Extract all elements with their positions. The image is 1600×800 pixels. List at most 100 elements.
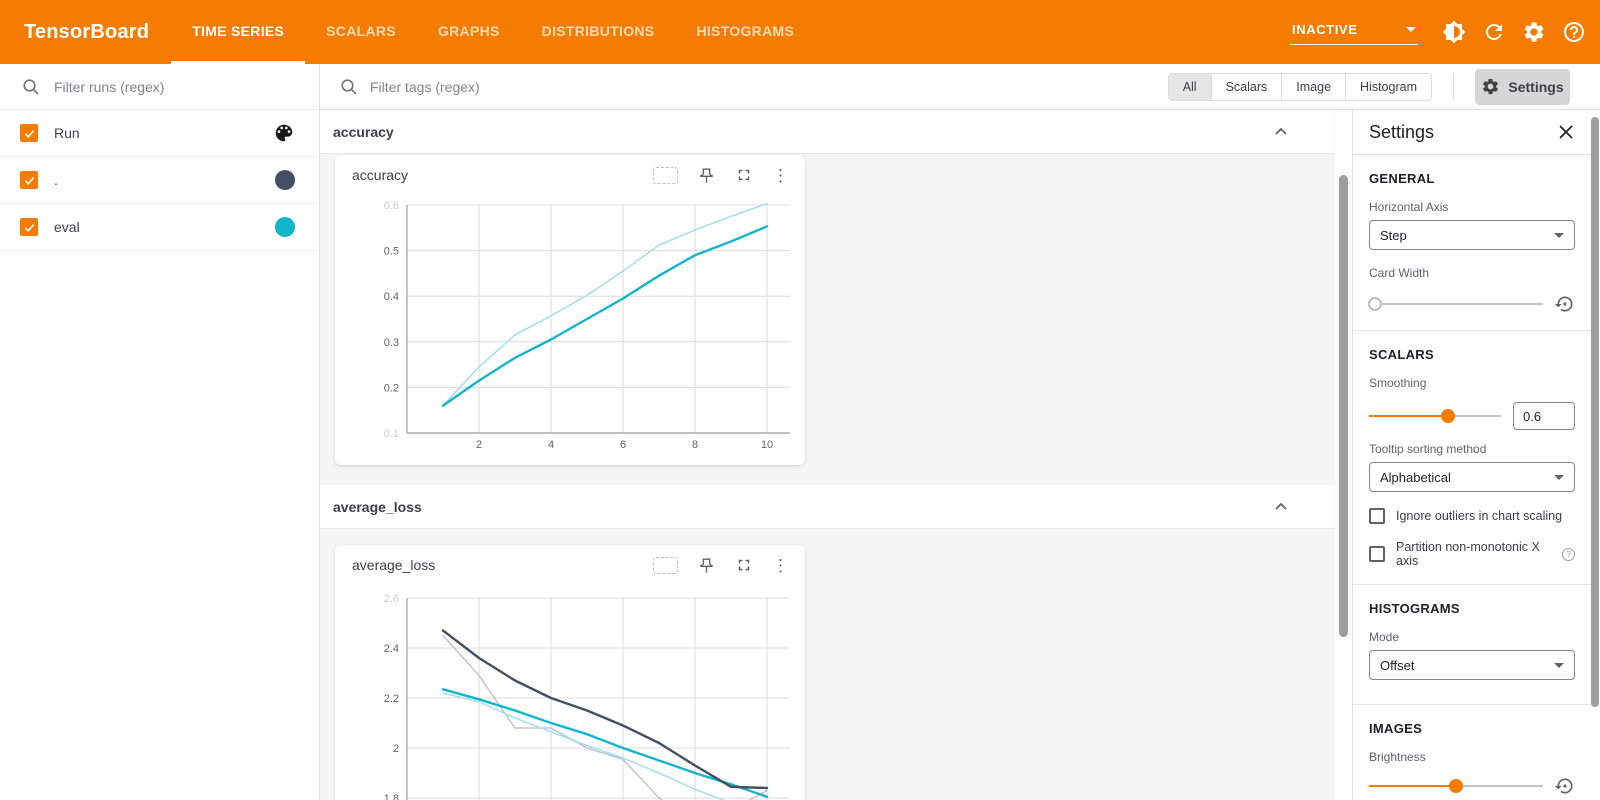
section-heading: SCALARS	[1369, 347, 1434, 362]
horizontal-axis-select[interactable]: Step	[1369, 220, 1575, 250]
brightness-toggle-button[interactable]	[1442, 20, 1466, 44]
run-label: eval	[54, 219, 80, 235]
smoothing-input[interactable]	[1513, 402, 1575, 430]
brightness-icon	[1442, 20, 1466, 44]
page-scrollbar[interactable]	[1591, 117, 1599, 707]
settings-button-label: Settings	[1508, 78, 1564, 95]
filter-tags-input[interactable]	[370, 78, 670, 95]
help-button[interactable]	[1562, 20, 1586, 44]
top-nav: TIME SERIES SCALARS GRAPHS DISTRIBUTIONS…	[171, 0, 815, 64]
tooltip-sort-label: Tooltip sorting method	[1369, 442, 1487, 456]
more-options-icon[interactable]: ⋮	[772, 165, 789, 185]
collapse-button[interactable]	[1273, 124, 1289, 140]
run-row-eval[interactable]: eval	[0, 204, 319, 251]
run-color-swatch[interactable]	[275, 217, 295, 237]
runs-sidebar: Run . eval	[0, 64, 320, 800]
status-dropdown[interactable]: INACTIVE	[1290, 20, 1418, 45]
app-settings-button[interactable]	[1522, 20, 1546, 44]
tab-graphs[interactable]: GRAPHS	[437, 22, 500, 39]
settings-section-images: IMAGES Brightness Contrast	[1353, 705, 1591, 800]
fullscreen-icon[interactable]	[735, 166, 753, 184]
collapse-button[interactable]	[1273, 499, 1289, 515]
help-icon[interactable]: ?	[1562, 547, 1575, 561]
svg-text:6: 6	[620, 439, 626, 451]
svg-text:0.6: 0.6	[384, 200, 399, 212]
partition-x-axis-checkbox[interactable]	[1369, 546, 1385, 562]
reset-icon[interactable]	[1555, 776, 1575, 796]
close-settings-button[interactable]	[1557, 123, 1575, 141]
smoothing-slider[interactable]	[1369, 409, 1501, 423]
filter-runs-input[interactable]	[54, 78, 274, 95]
chevron-up-icon	[1275, 502, 1287, 510]
palette-icon[interactable]	[273, 122, 295, 144]
average-loss-card: average_loss ⋮ 2.6 2.4 2.2 2 1.8	[335, 545, 805, 800]
settings-panel-header: Settings	[1353, 110, 1591, 155]
run-all-checkbox[interactable]	[20, 124, 38, 142]
filter-histogram-button[interactable]: Histogram	[1346, 73, 1431, 100]
ignore-outliers-checkbox[interactable]	[1369, 508, 1385, 524]
tooltip-sort-select[interactable]: Alphabetical	[1369, 462, 1575, 492]
accuracy-chart[interactable]: 0.6 0.5 0.4 0.3 0.2 0.1 2 4 6 8 10	[335, 195, 805, 453]
app-bar: TensorBoard TIME SERIES SCALARS GRAPHS D…	[0, 0, 1600, 64]
chevron-down-icon	[1406, 26, 1416, 32]
tooltip-sort-value: Alphabetical	[1380, 469, 1451, 485]
ignore-outliers-row[interactable]: Ignore outliers in chart scaling	[1369, 508, 1575, 524]
horizontal-axis-value: Step	[1380, 227, 1407, 243]
fit-domain-icon[interactable]	[653, 556, 678, 574]
run-eval-checkbox[interactable]	[20, 218, 38, 236]
run-color-swatch[interactable]	[275, 170, 295, 190]
app-bar-actions: INACTIVE	[1290, 0, 1600, 64]
card-width-label: Card Width	[1369, 266, 1430, 280]
section-title: accuracy	[333, 123, 394, 140]
histogram-mode-select[interactable]: Offset	[1369, 650, 1575, 680]
svg-text:0.5: 0.5	[384, 246, 399, 258]
card-width-slider[interactable]	[1368, 297, 1543, 311]
tab-histograms[interactable]: HISTOGRAMS	[696, 22, 795, 39]
more-options-icon[interactable]: ⋮	[772, 555, 789, 575]
svg-text:8: 8	[692, 439, 698, 451]
svg-text:2.6: 2.6	[384, 593, 399, 605]
partition-x-axis-row[interactable]: Partition non-monotonic X axis ?	[1369, 540, 1575, 568]
run-dot-checkbox[interactable]	[20, 171, 38, 189]
filter-all-button[interactable]: All	[1168, 73, 1212, 100]
brightness-slider[interactable]	[1369, 779, 1543, 793]
reset-icon[interactable]	[1555, 294, 1575, 314]
pin-icon[interactable]	[697, 556, 716, 575]
chevron-down-icon	[1554, 474, 1564, 480]
section-accuracy[interactable]: accuracy	[320, 110, 1335, 154]
run-header-label: Run	[54, 125, 80, 141]
fullscreen-icon[interactable]	[735, 556, 753, 574]
search-icon	[341, 78, 357, 95]
main-scrollbar[interactable]	[1339, 175, 1348, 637]
pin-icon[interactable]	[697, 166, 716, 185]
toolbar-divider	[1453, 72, 1454, 101]
tab-time-series[interactable]: TIME SERIES	[171, 0, 306, 64]
filter-runs-row	[0, 64, 319, 110]
slider-thumb[interactable]	[1441, 409, 1456, 423]
card-title: average_loss	[352, 557, 436, 573]
settings-panel: Settings GENERAL Horizontal Axis Step Ca…	[1352, 110, 1591, 800]
gear-icon	[1524, 22, 1544, 42]
brightness-label: Brightness	[1369, 750, 1426, 764]
run-row-dot[interactable]: .	[0, 157, 319, 204]
settings-section-general: GENERAL Horizontal Axis Step Card Width	[1353, 155, 1591, 331]
svg-text:0.2: 0.2	[384, 382, 399, 394]
tab-distributions[interactable]: DISTRIBUTIONS	[541, 22, 655, 39]
average-loss-chart[interactable]: 2.6 2.4 2.2 2 1.8	[335, 585, 805, 800]
tab-scalars[interactable]: SCALARS	[326, 22, 396, 39]
section-average-loss[interactable]: average_loss	[320, 485, 1335, 529]
filter-image-button[interactable]: Image	[1282, 73, 1347, 100]
refresh-button[interactable]	[1482, 20, 1506, 44]
slider-thumb[interactable]	[1368, 297, 1382, 311]
settings-toggle-button[interactable]: Settings	[1475, 68, 1570, 105]
status-label: INACTIVE	[1292, 21, 1358, 37]
run-header-row[interactable]: Run	[0, 110, 319, 157]
settings-section-scalars: SCALARS Smoothing Tooltip sorting method…	[1353, 331, 1591, 585]
svg-text:1.8: 1.8	[384, 793, 399, 800]
svg-text:0.4: 0.4	[384, 291, 399, 303]
chevron-down-icon	[1554, 232, 1564, 238]
fit-domain-icon[interactable]	[653, 166, 678, 184]
chevron-up-icon	[1275, 127, 1287, 135]
slider-thumb[interactable]	[1449, 779, 1463, 793]
filter-scalars-button[interactable]: Scalars	[1211, 73, 1283, 100]
